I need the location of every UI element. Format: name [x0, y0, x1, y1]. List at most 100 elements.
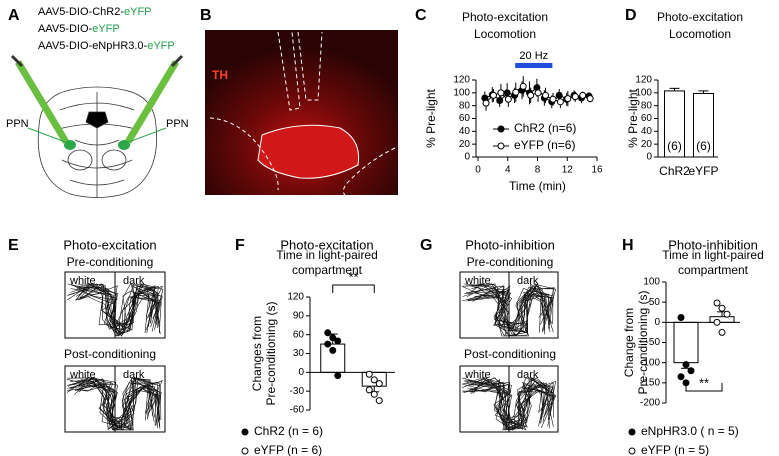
trajectory — [472, 288, 555, 337]
y-axis-label: Pre-conditioning (s) — [636, 290, 650, 394]
data-point — [482, 99, 490, 107]
data-point — [497, 89, 505, 97]
individual-point — [334, 371, 342, 379]
brain-structure — [67, 149, 93, 171]
data-point — [549, 95, 557, 103]
x-tick-label: 4 — [505, 165, 511, 176]
optic-fibers — [10, 54, 184, 150]
data-point — [519, 82, 527, 90]
data-point — [504, 95, 512, 103]
bar — [320, 343, 346, 373]
trajectory — [461, 285, 551, 337]
data-point — [542, 91, 550, 99]
legend-marker — [497, 125, 505, 133]
construct-part: eYFP — [92, 23, 120, 35]
legend-label: eYFP (n = 5) — [641, 443, 709, 456]
y-tick-label: 20 — [459, 139, 471, 150]
legend-marker — [497, 142, 505, 150]
significance-label: ** — [348, 269, 358, 284]
y-tick-label: 120 — [453, 75, 470, 86]
legend-marker — [241, 428, 249, 436]
y-tick-label: -150 — [640, 377, 660, 388]
trajectory — [66, 381, 157, 422]
individual-point — [713, 318, 721, 326]
y-tick-label: 40 — [459, 126, 471, 137]
fiber — [14, 60, 70, 144]
zone-label: white — [464, 275, 491, 287]
zone-label: white — [464, 369, 491, 381]
chart-subtitle: compartment — [678, 263, 749, 277]
trajectory — [77, 283, 163, 337]
individual-point — [677, 313, 685, 321]
legend-marker — [241, 447, 249, 455]
individual-point — [677, 373, 685, 381]
construct-part: eYFP — [147, 40, 175, 52]
y-tick-label: 0 — [464, 152, 470, 163]
individual-point — [324, 340, 332, 348]
y-tick-label: 0 — [654, 317, 660, 328]
y-axis-label: Changes from — [250, 316, 264, 391]
panel-label: C — [415, 7, 427, 24]
y-tick-label: 50 — [649, 297, 661, 308]
chart-title: Photo-excitation — [657, 10, 743, 24]
zone-label: white — [69, 275, 96, 287]
bar — [664, 90, 685, 158]
y-tick-label: 0 — [298, 367, 304, 378]
bar — [673, 321, 699, 364]
stimulation-bar — [515, 63, 553, 68]
zone-label: dark — [517, 275, 539, 287]
brain-diagram — [37, 86, 158, 198]
target-label: PPN — [6, 118, 29, 130]
target-label: PPN — [166, 118, 189, 130]
trajectory — [70, 283, 164, 326]
panel-label: A — [8, 7, 20, 24]
y-tick-label: -100 — [640, 357, 660, 368]
x-tick-label: 0 — [475, 165, 481, 176]
individual-point — [365, 370, 373, 378]
data-point — [512, 88, 520, 96]
y-tick-label: 80 — [459, 100, 471, 111]
bar — [693, 92, 714, 158]
y-tick-label: 20 — [641, 139, 653, 150]
trajectory — [472, 377, 554, 427]
data-point — [496, 97, 504, 105]
panel-title: Photo-excitation — [63, 237, 156, 252]
significance-bracket — [332, 284, 375, 293]
zone-label: dark — [517, 369, 539, 381]
significance-bracket — [685, 383, 723, 392]
ppn-site — [118, 140, 130, 150]
trajectory — [466, 283, 557, 333]
session-title: Pre-conditioning — [67, 255, 154, 269]
bar — [709, 316, 735, 323]
data-point — [564, 95, 572, 103]
panel-label: E — [8, 237, 19, 254]
trajectory — [74, 378, 151, 429]
data-point — [489, 91, 497, 99]
panel-label: D — [625, 7, 637, 24]
y-tick-label: -50 — [646, 337, 661, 348]
construct-label: AAV5-DIO-ChR2-eYFP — [38, 6, 152, 18]
y-tick-label: 90 — [293, 310, 305, 321]
legend-label: eNpHR3.0 ( n = 5) — [641, 424, 739, 438]
n-label: (6) — [667, 139, 682, 153]
y-axis-label: % Pre-light — [626, 88, 640, 147]
chart-title: Photo-excitation — [462, 10, 548, 24]
y-tick-label: 120 — [287, 292, 304, 303]
y-tick-label: 60 — [641, 113, 653, 124]
data-point — [555, 91, 563, 99]
x-tick-label: 8 — [535, 165, 541, 176]
trajectory — [68, 287, 156, 332]
pointer — [125, 127, 167, 144]
individual-point — [370, 390, 378, 398]
individual-point — [718, 328, 726, 336]
data-point — [571, 93, 579, 101]
individual-point — [334, 337, 342, 345]
y-axis-label: Pre-conditioning (s) — [264, 301, 278, 405]
y-tick-label: 100 — [643, 277, 660, 288]
individual-point — [365, 386, 373, 394]
chart-title: Photo-excitation — [280, 237, 373, 252]
x-axis-label: Time (min) — [509, 179, 566, 193]
construct-part: AAV5-DIO-eNpHR3.0- — [38, 40, 148, 52]
trajectory — [473, 284, 554, 333]
